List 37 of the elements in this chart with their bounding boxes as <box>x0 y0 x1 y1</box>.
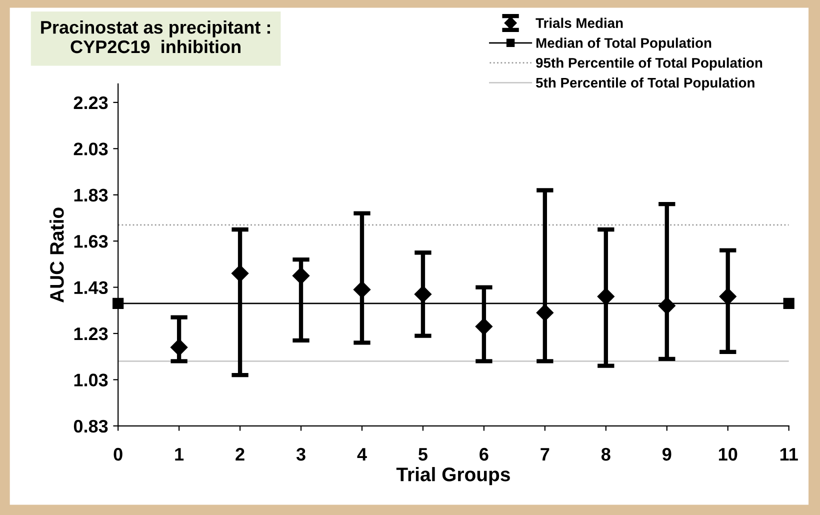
x-tick-label: 6 <box>480 448 488 461</box>
legend-label: Median of Total Population <box>536 38 712 51</box>
point <box>475 318 492 336</box>
legend-label: Trials Median <box>536 18 623 28</box>
y-tick-label: 1.63 <box>74 234 108 248</box>
y-tick-label: 1.83 <box>74 188 108 202</box>
point <box>231 264 249 282</box>
x-tick-label: 10 <box>718 448 738 461</box>
x-tick-label: 8 <box>601 448 610 461</box>
legend-label: 95th Percentile of Total Population <box>536 58 762 71</box>
y-axis-title: AUC Ratio <box>50 208 64 303</box>
y-tick-label: 2.03 <box>74 142 108 156</box>
point <box>658 297 676 314</box>
y-tick-label: 1.23 <box>74 327 108 340</box>
x-tick-label: 11 <box>780 448 798 461</box>
point <box>292 267 310 284</box>
point <box>112 298 124 309</box>
x-axis-title: Trial Groups <box>396 467 510 486</box>
point <box>414 286 432 303</box>
x-tick-label: 4 <box>357 448 367 461</box>
point <box>353 281 371 298</box>
x-tick-label: 3 <box>296 448 306 461</box>
x-tick-label: 2 <box>236 448 244 461</box>
x-tick-label: 0 <box>114 448 122 461</box>
legend-label: 5th Percentile of Total Population <box>536 77 754 90</box>
x-tick-label: 7 <box>540 448 550 461</box>
y-tick-label: 1.03 <box>74 374 108 386</box>
chart-title: Pracinostat as precipitant : CYP2C19 inhibition <box>41 20 270 54</box>
point <box>783 298 794 309</box>
x-tick-label: 5 <box>418 448 428 461</box>
y-tick-label: 1.43 <box>74 281 108 294</box>
y-tick-label: 0.83 <box>74 420 108 433</box>
x-tick-label: 9 <box>662 448 672 461</box>
point <box>170 338 188 356</box>
point <box>536 304 554 322</box>
y-tick-label: 2.23 <box>74 96 108 110</box>
x-tick-label: 1 <box>175 448 184 461</box>
